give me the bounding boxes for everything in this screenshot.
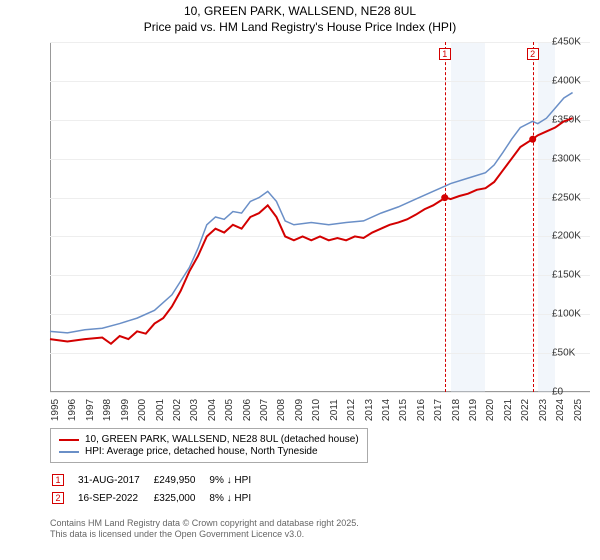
x-tick-label: 2017 <box>433 399 444 421</box>
row-marker: 2 <box>52 492 64 504</box>
x-tick-label: 2010 <box>311 399 322 421</box>
line-series-svg <box>0 0 600 394</box>
x-tick-label: 2021 <box>503 399 514 421</box>
row-date: 16-SEP-2022 <box>78 490 152 506</box>
series-price_paid <box>50 118 573 344</box>
footer-line2: This data is licensed under the Open Gov… <box>50 529 359 540</box>
x-tick-label: 1996 <box>67 399 78 421</box>
table-row: 2 16-SEP-2022£325,0008% ↓ HPI <box>52 490 263 506</box>
x-tick-label: 2002 <box>172 399 183 421</box>
x-tick-label: 1999 <box>120 399 131 421</box>
x-tick-label: 2016 <box>416 399 427 421</box>
x-tick-label: 2011 <box>329 399 340 421</box>
x-tick-label: 2000 <box>137 399 148 421</box>
x-tick-label: 2005 <box>224 399 235 421</box>
row-price: £325,000 <box>154 490 208 506</box>
x-tick-label: 1997 <box>85 399 96 421</box>
x-tick-label: 2019 <box>468 399 479 421</box>
x-tick-label: 2023 <box>538 399 549 421</box>
x-tick-label: 2024 <box>555 399 566 421</box>
sales-table: 1 31-AUG-2017£249,9509% ↓ HPI 2 16-SEP-2022… <box>50 470 265 508</box>
x-tick-label: 2020 <box>485 399 496 421</box>
x-tick-label: 2014 <box>381 399 392 421</box>
x-tick-label: 2008 <box>276 399 287 421</box>
x-tick-label: 1995 <box>50 399 61 421</box>
row-delta: 8% ↓ HPI <box>209 490 263 506</box>
series-hpi <box>50 93 573 333</box>
legend-item: 10, GREEN PARK, WALLSEND, NE28 8UL (deta… <box>59 434 359 445</box>
x-tick-label: 2003 <box>189 399 200 421</box>
x-tick-label: 2001 <box>155 399 166 421</box>
footer-attribution: Contains HM Land Registry data © Crown c… <box>50 518 359 540</box>
legend-label: 10, GREEN PARK, WALLSEND, NE28 8UL (deta… <box>85 434 359 445</box>
row-marker: 1 <box>52 474 64 486</box>
x-tick-label: 2013 <box>364 399 375 421</box>
x-tick-label: 2006 <box>242 399 253 421</box>
x-tick-label: 2004 <box>207 399 218 421</box>
x-tick-label: 2022 <box>520 399 531 421</box>
row-price: £249,950 <box>154 472 208 488</box>
legend-item: HPI: Average price, detached house, Nort… <box>59 446 359 457</box>
row-date: 31-AUG-2017 <box>78 472 152 488</box>
row-delta: 9% ↓ HPI <box>209 472 263 488</box>
sale-marker <box>529 136 536 143</box>
legend-swatch <box>59 451 79 453</box>
x-tick-label: 2015 <box>398 399 409 421</box>
legend-swatch <box>59 439 79 441</box>
legend: 10, GREEN PARK, WALLSEND, NE28 8UL (deta… <box>50 428 368 463</box>
footer-line1: Contains HM Land Registry data © Crown c… <box>50 518 359 529</box>
x-tick-label: 2007 <box>259 399 270 421</box>
table-row: 1 31-AUG-2017£249,9509% ↓ HPI <box>52 472 263 488</box>
x-tick-label: 2009 <box>294 399 305 421</box>
sale-marker <box>441 194 448 201</box>
x-tick-label: 2025 <box>573 399 584 421</box>
legend-label: HPI: Average price, detached house, Nort… <box>85 446 318 457</box>
x-tick-label: 2012 <box>346 399 357 421</box>
x-tick-label: 1998 <box>102 399 113 421</box>
x-tick-label: 2018 <box>451 399 462 421</box>
